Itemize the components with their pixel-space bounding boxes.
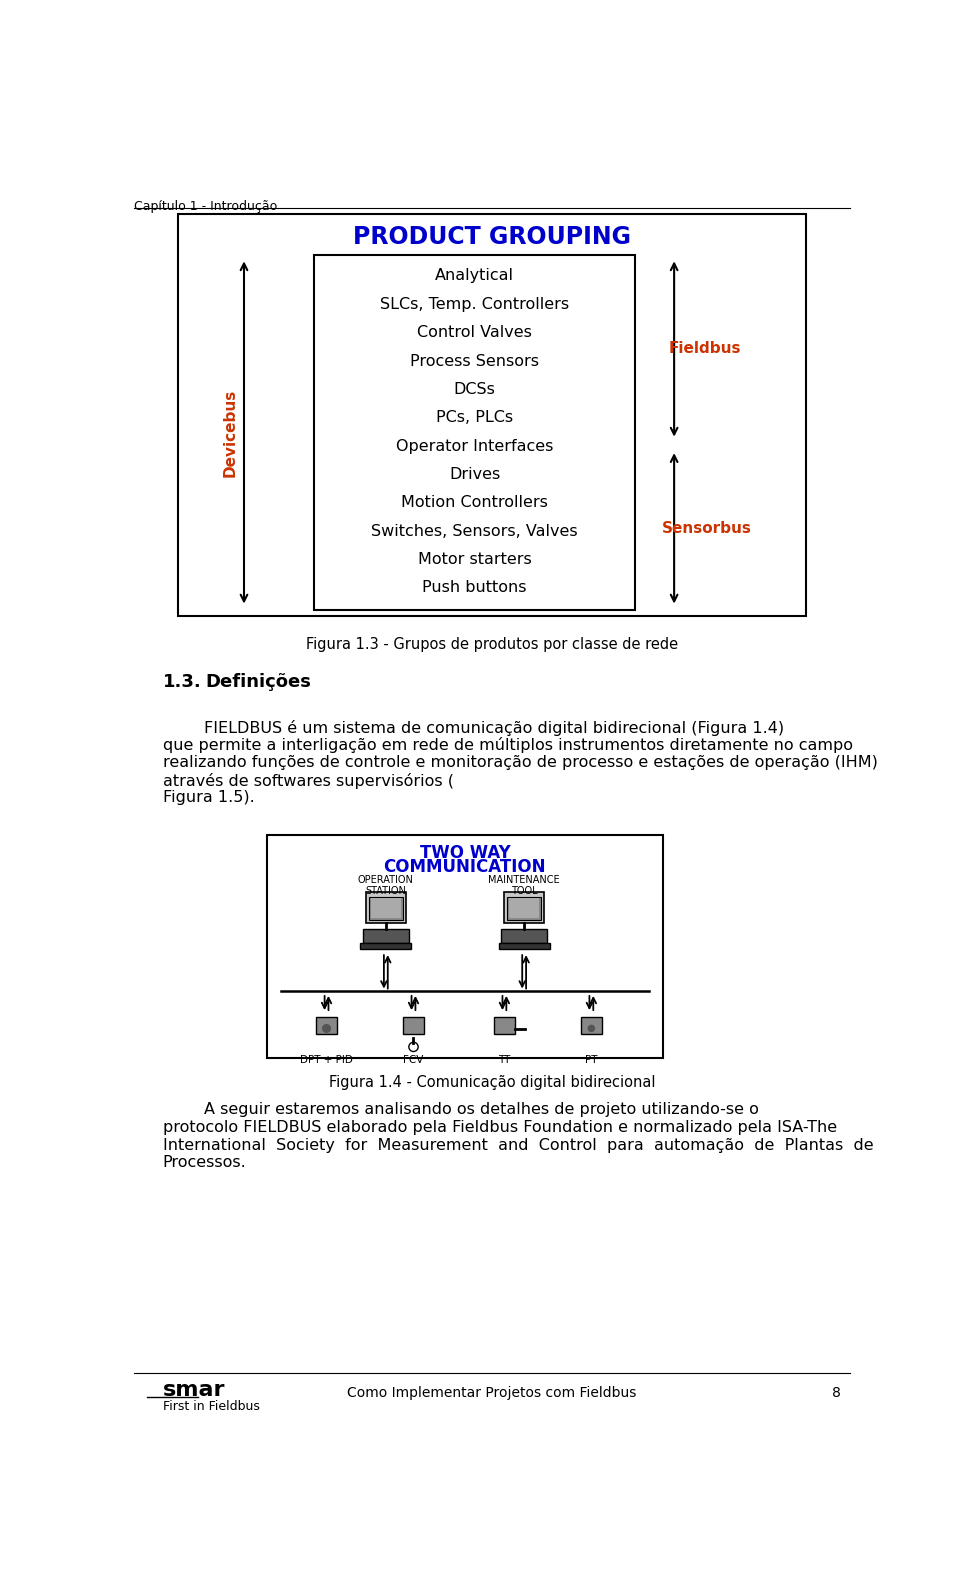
Text: Devicebus: Devicebus <box>223 388 237 476</box>
Text: Operator Interfaces: Operator Interfaces <box>396 438 553 454</box>
Circle shape <box>588 1026 594 1032</box>
Text: Motion Controllers: Motion Controllers <box>401 495 548 511</box>
Bar <box>366 892 406 924</box>
Bar <box>316 1017 337 1034</box>
Bar <box>267 835 662 1059</box>
Text: DPT + PID: DPT + PID <box>300 1056 353 1065</box>
Text: TT: TT <box>498 1056 511 1065</box>
Text: Drives: Drives <box>449 466 500 482</box>
Text: protocolo FIELDBUS elaborado pela Fieldbus Foundation e normalizado pela ISA-The: protocolo FIELDBUS elaborado pela Fieldb… <box>162 1121 837 1135</box>
Text: realizando funções de controle e monitoração de processo e estações de operação : realizando funções de controle e monitor… <box>162 755 877 771</box>
Bar <box>501 930 547 942</box>
Text: Fieldbus: Fieldbus <box>669 342 741 356</box>
Text: PCs, PLCs: PCs, PLCs <box>436 410 514 426</box>
Circle shape <box>409 1042 419 1051</box>
Text: First in Fieldbus: First in Fieldbus <box>162 1401 259 1414</box>
Text: que permite a interligação em rede de múltiplos instrumentos diretamente no camp: que permite a interligação em rede de mú… <box>162 738 852 753</box>
Bar <box>504 892 544 924</box>
Circle shape <box>323 1024 330 1032</box>
Bar <box>363 930 409 942</box>
Text: Figura 1.3 - Grupos de produtos por classe de rede: Figura 1.3 - Grupos de produtos por clas… <box>306 637 678 652</box>
Text: Processos.: Processos. <box>162 1155 247 1171</box>
Bar <box>369 897 403 920</box>
Text: Sensorbus: Sensorbus <box>661 520 752 536</box>
Text: A seguir estaremos analisando os detalhes de projeto utilizando-se o: A seguir estaremos analisando os detalhe… <box>162 1102 758 1117</box>
Text: Motor starters: Motor starters <box>418 552 532 567</box>
Text: FCV: FCV <box>403 1056 423 1065</box>
Text: COMMUNICATION: COMMUNICATION <box>384 859 546 876</box>
Bar <box>179 214 805 616</box>
Text: Control Valves: Control Valves <box>418 325 532 340</box>
Text: 8: 8 <box>832 1387 841 1401</box>
Text: Definições: Definições <box>205 673 311 692</box>
Bar <box>360 942 412 949</box>
Text: através de softwares supervisórios (: através de softwares supervisórios ( <box>162 772 454 788</box>
Text: PRODUCT GROUPING: PRODUCT GROUPING <box>353 225 631 249</box>
Text: MAINTENANCE
TOOL: MAINTENANCE TOOL <box>489 875 560 897</box>
Bar <box>510 898 539 919</box>
Text: DCSs: DCSs <box>454 381 495 397</box>
Text: Capítulo 1 - Introdução: Capítulo 1 - Introdução <box>134 200 277 213</box>
Bar <box>507 897 541 920</box>
Text: Analytical: Analytical <box>435 268 514 284</box>
Text: Push buttons: Push buttons <box>422 580 527 596</box>
Text: Switches, Sensors, Valves: Switches, Sensors, Valves <box>372 523 578 539</box>
Text: OPERATION
STATION: OPERATION STATION <box>358 875 414 897</box>
Text: TWO WAY: TWO WAY <box>420 845 511 862</box>
Bar <box>493 1017 516 1034</box>
Text: Process Sensors: Process Sensors <box>410 353 540 369</box>
Bar <box>402 1017 424 1034</box>
Text: Figura 1.5).: Figura 1.5). <box>162 791 254 805</box>
Bar <box>581 1017 602 1034</box>
Bar <box>372 898 400 919</box>
Text: 1.3.: 1.3. <box>162 673 202 692</box>
Text: SLCs, Temp. Controllers: SLCs, Temp. Controllers <box>380 296 569 312</box>
Bar <box>498 942 550 949</box>
Text: International  Society  for  Measurement  and  Control  para  automação  de  Pla: International Society for Measurement an… <box>162 1138 874 1152</box>
Bar <box>314 255 636 610</box>
Text: Como Implementar Projetos com Fieldbus: Como Implementar Projetos com Fieldbus <box>348 1387 636 1401</box>
Text: smar: smar <box>162 1381 226 1401</box>
Text: FIELDBUS é um sistema de comunicação digital bidirecional (Figura 1.4): FIELDBUS é um sistema de comunicação dig… <box>162 720 783 736</box>
Text: Figura 1.4 - Comunicação digital bidirecional: Figura 1.4 - Comunicação digital bidirec… <box>328 1075 656 1091</box>
Text: PT: PT <box>585 1056 598 1065</box>
